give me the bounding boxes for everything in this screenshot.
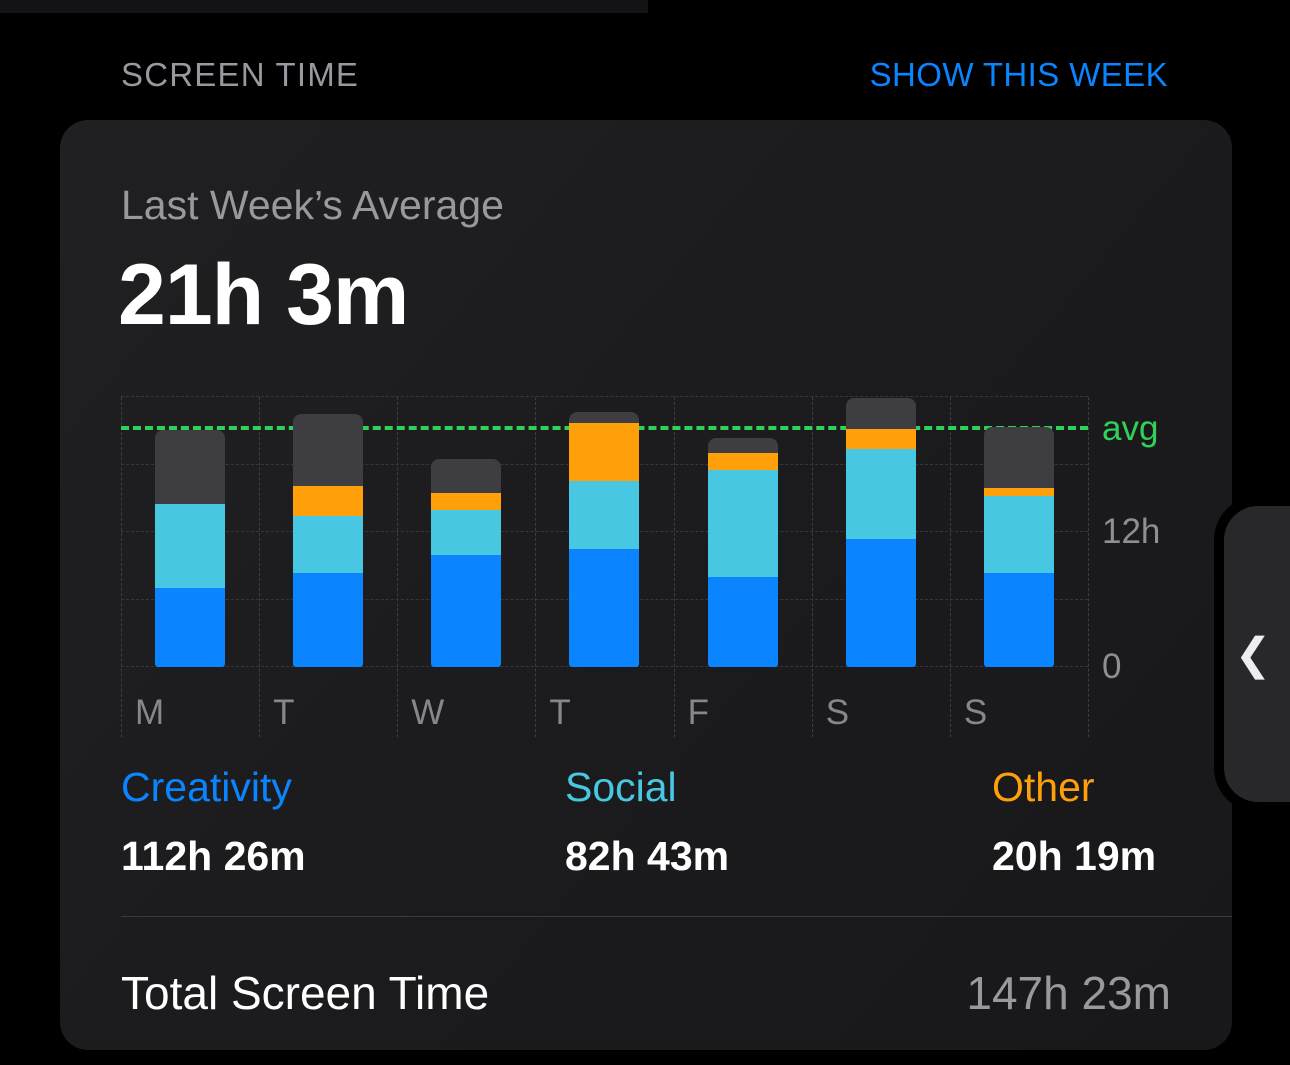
bar-stack-2 bbox=[431, 458, 502, 667]
legend-label-creativity: Creativity bbox=[121, 764, 292, 810]
bar-stack-6 bbox=[983, 427, 1054, 667]
chart-gridlines-vertical bbox=[121, 397, 1089, 737]
bar-stack-4 bbox=[707, 437, 778, 667]
vertical-gridline bbox=[259, 397, 261, 737]
day-label: T bbox=[273, 693, 295, 732]
bar-stack-0 bbox=[155, 429, 226, 667]
bar-segment-other bbox=[707, 453, 778, 471]
header: SCREEN TIME SHOW THIS WEEK bbox=[121, 56, 1168, 94]
divider bbox=[121, 916, 1232, 917]
day-label: T bbox=[549, 693, 571, 732]
screen-time-chart[interactable]: M T W T F S S 12h 0 avg bbox=[121, 396, 1160, 737]
bar-segment-creativity bbox=[431, 554, 502, 667]
total-screen-time-value: 147h 23m bbox=[966, 967, 1171, 1019]
legend-value-other: 20h 19m bbox=[992, 833, 1157, 879]
day-label: S bbox=[825, 693, 850, 732]
y-tick-12h: 12h bbox=[1102, 512, 1161, 551]
bar-segment-social bbox=[845, 448, 916, 539]
bar-segment-social bbox=[431, 509, 502, 555]
bar-segment-uncategorized bbox=[431, 458, 502, 493]
legend-item-creativity: Creativity 112h 26m bbox=[121, 764, 565, 880]
legend-item-social: Social 82h 43m bbox=[565, 764, 992, 880]
side-pull-handle[interactable]: ❮ bbox=[1224, 506, 1290, 802]
bar-segment-creativity bbox=[845, 538, 916, 667]
bar-segment-creativity bbox=[293, 572, 364, 667]
total-screen-time-label: Total Screen Time bbox=[121, 967, 490, 1019]
legend-item-other: Other 20h 19m bbox=[992, 764, 1171, 880]
legend-label-other: Other bbox=[992, 764, 1095, 810]
vertical-gridline bbox=[811, 397, 813, 737]
bar-segment-creativity bbox=[155, 588, 226, 667]
bar-stack-1 bbox=[293, 413, 364, 667]
bar-segment-uncategorized bbox=[155, 429, 226, 504]
screen-time-card: Last Week’s Average 21h 3m M T W T F S S 12h 0 a… bbox=[60, 120, 1232, 1050]
page-title: SCREEN TIME bbox=[121, 56, 360, 93]
bar-column-1 bbox=[259, 397, 397, 667]
bar-column-3 bbox=[535, 397, 673, 667]
vertical-gridline bbox=[121, 397, 122, 737]
bar-segment-other bbox=[983, 488, 1054, 496]
card-subtitle: Last Week’s Average bbox=[121, 182, 504, 228]
bar-stack-3 bbox=[569, 411, 640, 667]
bar-column-0 bbox=[121, 397, 259, 667]
legend-value-social: 82h 43m bbox=[565, 833, 730, 879]
show-this-week-button[interactable]: SHOW THIS WEEK bbox=[869, 56, 1168, 93]
day-label: F bbox=[687, 693, 709, 732]
horizontal-gridline bbox=[121, 396, 1088, 397]
bar-segment-social bbox=[569, 481, 640, 549]
bar-column-6 bbox=[950, 397, 1088, 667]
bar-segment-other bbox=[569, 422, 640, 482]
bar-segment-uncategorized bbox=[707, 437, 778, 454]
bar-segment-other bbox=[431, 492, 502, 510]
vertical-gridline bbox=[1088, 397, 1089, 737]
legend-value-creativity: 112h 26m bbox=[121, 833, 306, 879]
chart-bars bbox=[121, 397, 1088, 667]
bar-segment-creativity bbox=[983, 572, 1054, 667]
day-label: W bbox=[411, 693, 445, 732]
bar-segment-other bbox=[293, 485, 364, 517]
day-label: S bbox=[963, 693, 988, 732]
bar-stack-5 bbox=[845, 398, 916, 667]
bar-segment-uncategorized bbox=[569, 411, 640, 423]
y-tick-0: 0 bbox=[1102, 647, 1122, 686]
bar-segment-creativity bbox=[569, 548, 640, 667]
bar-column-4 bbox=[674, 397, 812, 667]
vertical-gridline bbox=[535, 397, 537, 737]
chart-legend: Creativity 112h 26m Social 82h 43m Other… bbox=[121, 764, 1171, 880]
vertical-gridline bbox=[397, 397, 399, 737]
bar-segment-social bbox=[983, 496, 1054, 573]
bar-column-2 bbox=[397, 397, 535, 667]
bar-segment-social bbox=[293, 516, 364, 573]
chevron-left-icon: ❮ bbox=[1234, 629, 1272, 679]
total-row: Total Screen Time 147h 23m bbox=[121, 966, 1171, 1020]
avg-label: avg bbox=[1102, 409, 1159, 449]
bar-segment-other bbox=[845, 428, 916, 449]
bar-segment-uncategorized bbox=[983, 427, 1054, 489]
previous-card-edge bbox=[0, 0, 648, 13]
bar-column-5 bbox=[812, 397, 950, 667]
average-value: 21h 3m bbox=[118, 247, 409, 343]
vertical-gridline bbox=[673, 397, 675, 737]
bar-segment-creativity bbox=[707, 577, 778, 667]
bar-segment-social bbox=[155, 503, 226, 589]
day-label: M bbox=[135, 693, 165, 732]
bar-segment-uncategorized bbox=[293, 413, 364, 486]
bar-segment-social bbox=[707, 470, 778, 577]
bar-segment-uncategorized bbox=[845, 398, 916, 429]
legend-label-social: Social bbox=[565, 764, 677, 810]
vertical-gridline bbox=[949, 397, 951, 737]
